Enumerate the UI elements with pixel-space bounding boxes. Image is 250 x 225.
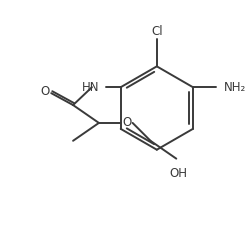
Text: Cl: Cl (150, 25, 162, 38)
Text: O: O (40, 85, 50, 98)
Text: O: O (122, 116, 131, 129)
Text: OH: OH (168, 166, 186, 180)
Text: HN: HN (81, 81, 98, 94)
Text: NH₂: NH₂ (223, 81, 245, 94)
